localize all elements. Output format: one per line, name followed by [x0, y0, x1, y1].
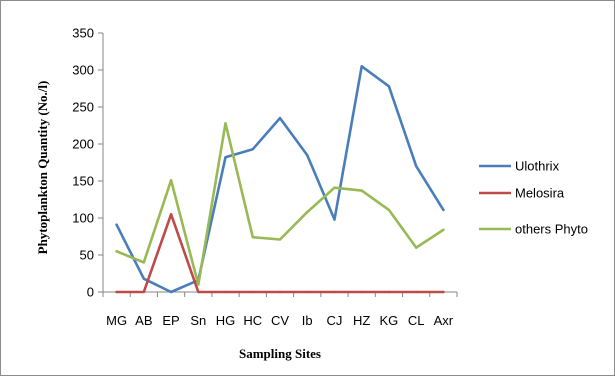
data-point	[251, 147, 254, 151]
data-point	[169, 179, 173, 182]
data-point	[278, 290, 282, 294]
legend-label: Ulothrix	[515, 159, 560, 174]
data-point	[278, 116, 282, 120]
x-tick-label: Sn	[190, 313, 206, 328]
x-tick-label: HZ	[353, 313, 370, 328]
data-point	[142, 261, 146, 264]
y-tick-label: 200	[72, 137, 94, 152]
y-tick-label: 0	[87, 285, 94, 300]
data-point	[333, 218, 336, 221]
data-point	[115, 290, 118, 294]
x-tick-label: HG	[216, 313, 236, 328]
data-point	[333, 186, 336, 189]
data-point	[197, 283, 200, 286]
data-point	[333, 290, 336, 294]
data-point	[442, 290, 445, 294]
legend-label: others Phyto	[515, 222, 588, 237]
data-point	[306, 210, 309, 214]
y-tick-label: 50	[80, 248, 94, 263]
data-point	[414, 165, 418, 168]
data-point	[142, 290, 146, 294]
data-point	[251, 236, 254, 239]
y-axis-title: Phytoplankton Quantity (No./l)	[35, 81, 50, 255]
x-tick-label: Ib	[302, 313, 313, 328]
data-point	[387, 85, 391, 88]
data-point	[360, 65, 363, 68]
x-tick-label: CL	[408, 313, 425, 328]
x-tick-label: MG	[106, 313, 127, 328]
data-point	[414, 246, 418, 249]
data-point	[251, 290, 254, 294]
y-tick-label: 250	[72, 100, 94, 115]
data-point	[414, 290, 418, 294]
x-tick-label: KG	[380, 313, 399, 328]
y-tick-label: 100	[72, 211, 94, 226]
data-point	[169, 290, 173, 294]
series-line-melosira	[115, 213, 445, 294]
data-point	[142, 277, 146, 280]
x-tick-label: CJ	[327, 313, 343, 328]
legend-label: Melosira	[515, 186, 565, 201]
data-point	[442, 208, 445, 212]
data-point	[278, 238, 282, 241]
x-tick-label: AB	[135, 313, 152, 328]
data-point	[360, 189, 363, 192]
data-point	[197, 290, 200, 294]
x-tick-label: HC	[243, 313, 262, 328]
x-axis-title: Sampling Sites	[239, 346, 321, 361]
legend: Ulothrix Melosira others Phyto	[479, 159, 588, 237]
series-line-ulothrix	[115, 65, 445, 294]
series-line-others-phyto	[115, 122, 445, 286]
series-layer	[115, 65, 445, 294]
x-axis: MG AB EP Sn HG HC CV Ib CJ HZ KG CL Axr	[102, 291, 458, 328]
data-point	[360, 290, 363, 294]
y-axis: 0 50 100 150 200 250 300 350	[72, 26, 104, 300]
x-tick-label: EP	[162, 313, 179, 328]
data-point	[224, 290, 227, 294]
y-tick-label: 300	[72, 63, 94, 78]
data-point	[306, 290, 309, 294]
x-tick-label: Axr	[434, 313, 454, 328]
data-point	[224, 156, 227, 159]
data-point	[224, 122, 227, 125]
y-tick-label: 350	[72, 26, 94, 41]
data-point	[169, 213, 173, 216]
data-point	[387, 208, 391, 212]
y-tick-label: 150	[72, 174, 94, 189]
data-point	[115, 223, 118, 226]
data-point	[306, 153, 309, 157]
data-point	[387, 290, 391, 294]
data-point	[442, 228, 445, 232]
data-point	[115, 250, 118, 253]
x-tick-label: CV	[271, 313, 289, 328]
